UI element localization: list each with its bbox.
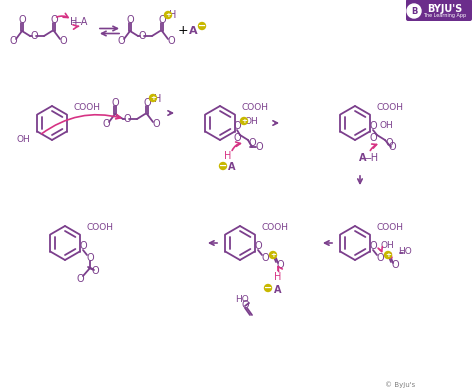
Text: O: O (391, 260, 399, 270)
Circle shape (264, 285, 272, 292)
Text: O: O (50, 15, 58, 25)
FancyBboxPatch shape (406, 0, 472, 21)
Circle shape (219, 163, 227, 170)
Text: OH: OH (379, 122, 393, 131)
Text: COOH: COOH (262, 222, 289, 231)
Text: © Byju's: © Byju's (385, 382, 415, 388)
Text: OH: OH (380, 242, 394, 251)
Text: O: O (76, 274, 84, 284)
Text: B: B (411, 7, 417, 16)
Text: O: O (233, 121, 241, 131)
Circle shape (149, 95, 156, 102)
Text: +: + (270, 252, 276, 258)
Text: A: A (274, 285, 282, 295)
Text: A: A (189, 26, 197, 36)
Text: O: O (241, 300, 249, 310)
Circle shape (240, 118, 247, 124)
Text: HO: HO (235, 294, 249, 303)
Text: O: O (369, 121, 377, 131)
Text: +: + (385, 252, 391, 258)
Text: O: O (138, 31, 146, 41)
Text: O: O (111, 98, 119, 108)
Text: H: H (70, 17, 78, 27)
Text: O: O (167, 36, 175, 46)
Text: +: + (165, 12, 171, 18)
Text: COOH: COOH (74, 102, 101, 111)
Circle shape (164, 11, 172, 18)
Text: +: + (178, 25, 188, 38)
Text: O: O (79, 241, 87, 251)
Circle shape (199, 23, 206, 29)
Text: —A: —A (72, 17, 88, 27)
Text: +: + (150, 95, 156, 101)
Text: O: O (152, 119, 160, 129)
Text: H: H (274, 272, 282, 282)
Text: O: O (254, 241, 262, 251)
Text: COOH: COOH (242, 102, 269, 111)
Text: O: O (276, 260, 284, 270)
Circle shape (384, 251, 392, 258)
Text: O: O (9, 36, 17, 46)
Text: COOH: COOH (377, 102, 404, 111)
Text: O: O (261, 253, 269, 263)
Text: —H: —H (362, 153, 379, 163)
Text: O: O (388, 142, 396, 152)
Text: O: O (102, 119, 110, 129)
Text: BYJU'S: BYJU'S (428, 4, 463, 14)
Text: O: O (233, 133, 241, 143)
Text: A: A (359, 153, 367, 163)
Text: O: O (30, 31, 38, 41)
Text: O: O (158, 15, 166, 25)
Text: O: O (126, 15, 134, 25)
Text: H: H (155, 94, 162, 104)
Text: O: O (376, 253, 384, 263)
Text: The Learning App: The Learning App (423, 13, 466, 18)
Text: −: − (219, 161, 227, 171)
Text: COOH: COOH (87, 222, 114, 231)
Text: O: O (248, 138, 256, 148)
Text: OH: OH (16, 135, 30, 143)
Text: −: − (198, 21, 206, 31)
Text: H: H (169, 10, 177, 20)
Text: O: O (117, 36, 125, 46)
Text: O: O (385, 138, 393, 148)
Circle shape (270, 251, 276, 258)
Text: O: O (86, 253, 94, 263)
Text: +: + (241, 118, 247, 124)
Text: O: O (91, 266, 99, 276)
Text: −: − (264, 283, 272, 293)
Text: O: O (123, 114, 131, 124)
Text: O: O (369, 241, 377, 251)
Text: COOH: COOH (377, 222, 404, 231)
Text: O: O (255, 142, 263, 152)
Text: O: O (143, 98, 151, 108)
Text: A: A (228, 162, 236, 172)
Circle shape (407, 4, 421, 18)
Text: O: O (18, 15, 26, 25)
Text: O: O (59, 36, 67, 46)
Text: OH: OH (244, 118, 258, 127)
Text: O: O (369, 133, 377, 143)
Text: H: H (224, 151, 232, 161)
Text: HO: HO (398, 246, 412, 255)
